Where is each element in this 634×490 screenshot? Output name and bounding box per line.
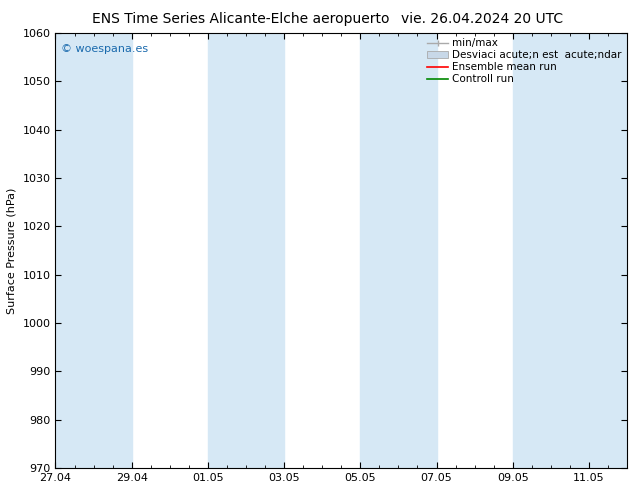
Bar [56, 33, 132, 468]
Text: vie. 26.04.2024 20 UTC: vie. 26.04.2024 20 UTC [401, 12, 563, 26]
Bar [208, 33, 284, 468]
Bar [513, 33, 627, 468]
Bar [360, 33, 437, 468]
Text: © woespana.es: © woespana.es [61, 44, 148, 54]
Y-axis label: Surface Pressure (hPa): Surface Pressure (hPa) [7, 187, 17, 314]
Legend: min/max, Desviaci acute;n est  acute;ndar, Ensemble mean run, Controll run: min/max, Desviaci acute;n est acute;ndar… [424, 35, 625, 88]
Text: ENS Time Series Alicante-Elche aeropuerto: ENS Time Series Alicante-Elche aeropuert… [92, 12, 390, 26]
